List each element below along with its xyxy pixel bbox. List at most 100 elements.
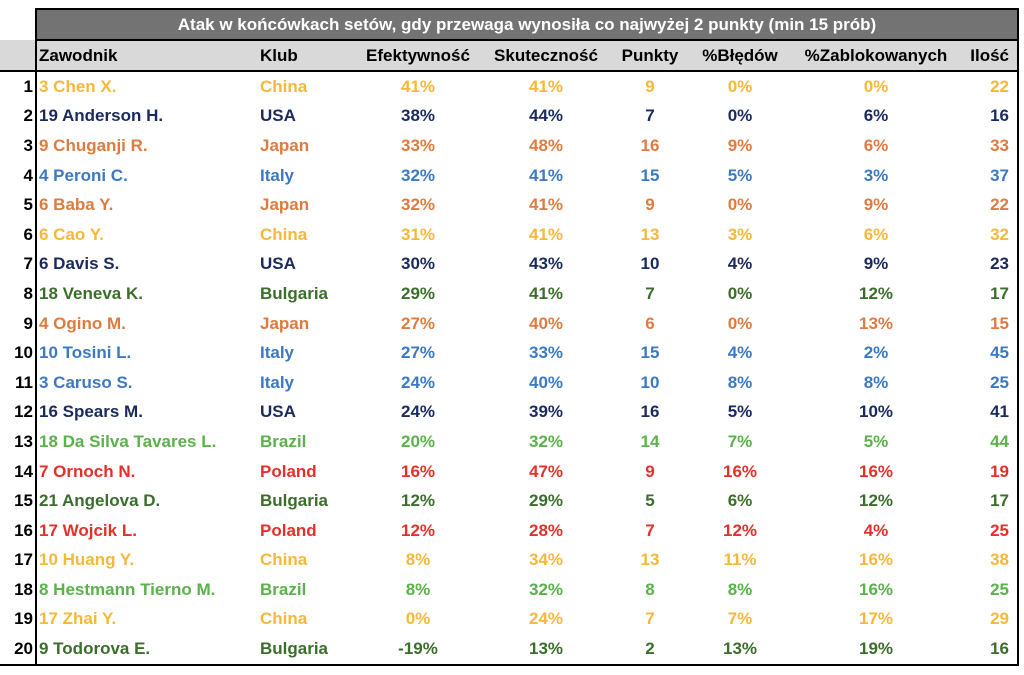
zablokowanych-value: 6%: [863, 106, 889, 126]
punkty-value: 15: [640, 165, 660, 185]
punkty-value: 16: [640, 135, 660, 155]
ilosc-value: 41: [962, 397, 1019, 428]
efektywnosc-value: 31%: [400, 224, 436, 244]
zablokowanych-value: 17%: [858, 609, 894, 629]
club-name: Japan: [260, 195, 310, 215]
rank-number: 4: [0, 160, 37, 191]
skutecznosc-value: 48%: [528, 135, 564, 155]
efektywnosc-value: 8%: [405, 550, 431, 570]
club-name: China: [260, 76, 308, 96]
ilosc-value: 45: [962, 338, 1019, 368]
club-name: Italy: [260, 372, 295, 392]
bledow-value: 4%: [727, 343, 753, 363]
punkty-value: 6: [645, 313, 655, 333]
club-name: China: [260, 609, 308, 629]
efektywnosc-value: 24%: [400, 402, 436, 422]
player-name: 9 Todorova E.: [36, 634, 258, 666]
skutecznosc-value: 41%: [528, 283, 564, 303]
bledow-value: 5%: [727, 402, 753, 422]
club-name: USA: [260, 254, 296, 274]
skutecznosc-value: 28%: [528, 520, 564, 540]
club-name: USA: [260, 106, 296, 126]
zablokowanych-value: 2%: [863, 343, 889, 363]
efektywnosc-value: 38%: [400, 106, 436, 126]
ilosc-value: 22: [962, 71, 1019, 102]
skutecznosc-value: 41%: [528, 195, 564, 215]
bledow-value: 0%: [727, 106, 753, 126]
ilosc-value: 44: [962, 427, 1019, 457]
skutecznosc-value: 24%: [528, 609, 564, 629]
rank-number: 5: [0, 190, 37, 220]
rank-number: 11: [0, 367, 37, 398]
header-ilosc: Ilość: [962, 40, 1019, 72]
club-name: Bulgaria: [258, 634, 354, 666]
rank-number: 12: [0, 397, 37, 428]
ilosc-value: 25: [962, 575, 1019, 605]
header-punkty: Punkty: [610, 40, 690, 72]
zablokowanych-value: 16%: [858, 550, 894, 570]
rank-number: 16: [0, 515, 37, 546]
bledow-value: 6%: [727, 491, 753, 511]
ilosc-value: 17: [962, 279, 1019, 309]
efektywnosc-value: 27%: [400, 313, 436, 333]
bledow-value: 5%: [727, 165, 753, 185]
punkty-value: 8: [645, 579, 655, 599]
player-name: 6 Cao Y.: [39, 224, 104, 244]
player-name: 10 Huang Y.: [39, 550, 135, 570]
header-efektywnosc: Efektywność: [354, 40, 482, 72]
table-row: 8 18 Veneva K. Bulgaria 29% 41% 7 0% 12% 17: [0, 279, 1019, 309]
ilosc-value: 38: [962, 545, 1019, 576]
punkty-value: 9: [645, 461, 655, 481]
player-name: 18 Veneva K.: [39, 283, 143, 303]
zablokowanych-value: 4%: [863, 520, 889, 540]
skutecznosc-value: 43%: [528, 254, 564, 274]
ilosc-value: 19: [962, 456, 1019, 487]
zablokowanych-value: 6%: [863, 135, 889, 155]
punkty-value: 13: [640, 550, 660, 570]
punkty-value: 10: [640, 254, 660, 274]
punkty-value: 9: [645, 76, 655, 96]
zablokowanych-value: 16%: [858, 461, 894, 481]
ilosc-value: 32: [962, 219, 1019, 250]
player-name: 16 Spears M.: [39, 402, 143, 422]
table-row: 14 7 Ornoch N. Poland 16% 47% 9 16% 16% 19: [0, 456, 1019, 487]
table-row: 11 3 Caruso S. Italy 24% 40% 10 8% 8% 25: [0, 367, 1019, 398]
bledow-value: 7%: [727, 431, 753, 451]
header-row: Zawodnik Klub Efektywność Skuteczność Pu…: [0, 40, 1019, 72]
bledow-value: 3%: [727, 224, 753, 244]
table-title: Atak w końcówkach setów, gdy przewaga wy…: [35, 8, 1019, 41]
rank-number: 9: [0, 308, 37, 339]
player-name: 19 Anderson H.: [39, 106, 164, 126]
header-skutecznosc: Skuteczność: [482, 40, 610, 72]
skutecznosc-value: 33%: [528, 343, 564, 363]
efektywnosc-value: -19%: [354, 634, 482, 666]
table-row: 13 18 Da Silva Tavares L. Brazil 20% 32% 14 7%…: [0, 427, 1019, 457]
player-name: 4 Ogino M.: [39, 313, 126, 333]
rank-number: 3: [0, 131, 37, 161]
rank-number: 10: [0, 338, 37, 368]
efektywnosc-value: 12%: [400, 491, 436, 511]
header-klub: Klub: [258, 40, 354, 72]
rank-number: 2: [0, 101, 37, 132]
title-spacer: [0, 9, 36, 40]
header-zawodnik: Zawodnik: [36, 40, 258, 72]
punkty-value: 7: [645, 609, 655, 629]
club-name: Italy: [260, 165, 295, 185]
punkty-value: 16: [640, 402, 660, 422]
bledow-value: 4%: [727, 254, 753, 274]
efektywnosc-value: 41%: [400, 76, 436, 96]
skutecznosc-value: 41%: [528, 165, 564, 185]
ilosc-value: 22: [962, 190, 1019, 220]
bledow-value: 0%: [727, 76, 753, 96]
punkty-value: 7: [645, 520, 655, 540]
efektywnosc-value: 27%: [400, 343, 436, 363]
ilosc-value: 17: [962, 486, 1019, 516]
efektywnosc-value: 20%: [400, 431, 436, 451]
club-name: China: [260, 224, 308, 244]
rank-number: 8: [0, 279, 37, 309]
table-row: 20 9 Todorova E. Bulgaria -19% 13% 2 13% 19% 16: [0, 634, 1019, 666]
